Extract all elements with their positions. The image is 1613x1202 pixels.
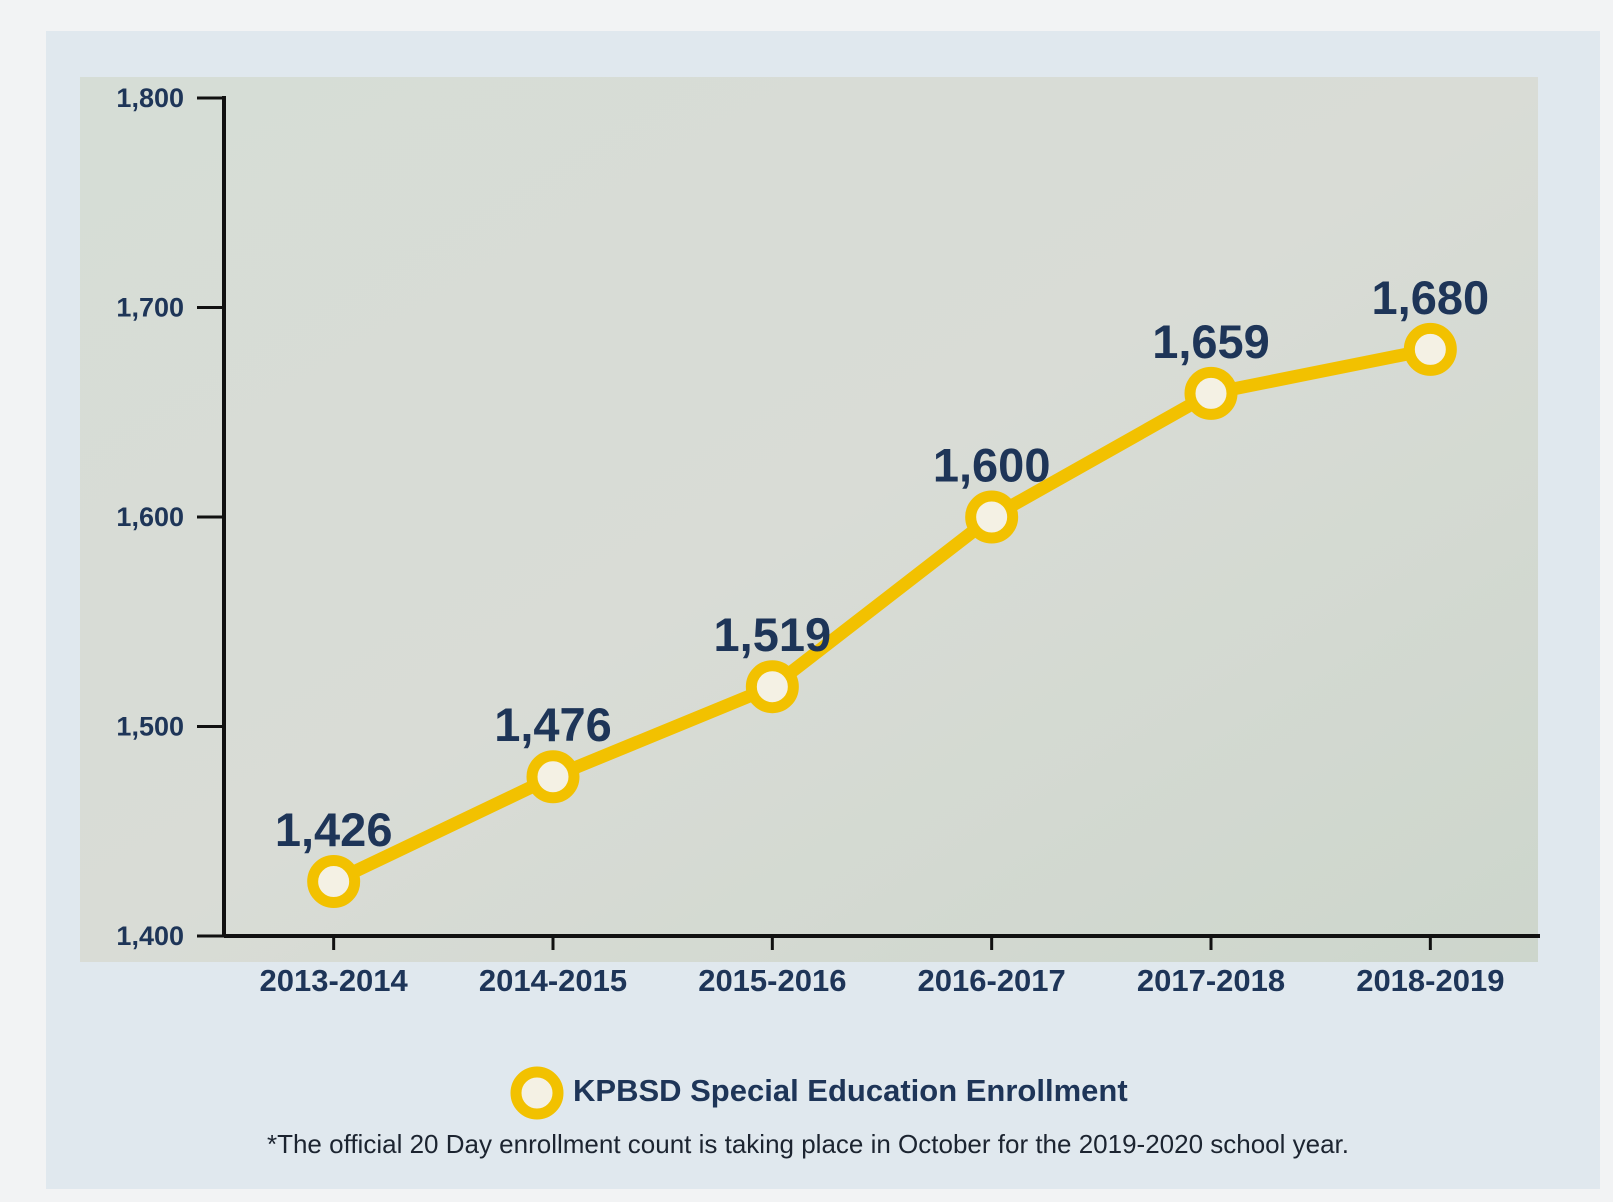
data-label: 1,600 [933, 438, 1051, 491]
x-tick-label: 2014-2015 [479, 963, 627, 998]
marker [526, 750, 580, 804]
legend-marker [510, 1066, 564, 1120]
marker [745, 660, 799, 714]
line [330, 343, 1432, 888]
marker [965, 490, 1019, 544]
x-tick-label: 2015-2016 [698, 963, 846, 998]
x-tick-label: 2013-2014 [260, 963, 409, 998]
footnote: *The official 20 Day enrollment count is… [267, 1129, 1349, 1159]
y-tick-label: 1,400 [116, 921, 184, 951]
data-label: 1,680 [1372, 271, 1490, 324]
x-tick-label: 2016-2017 [918, 963, 1066, 998]
data-label: 1,476 [494, 698, 612, 751]
marker [1184, 366, 1238, 420]
data-label: 1,519 [714, 608, 832, 661]
marker [307, 855, 361, 909]
legend-label: KPBSD Special Education Enrollment [573, 1073, 1128, 1108]
photo-background [80, 77, 1538, 962]
marker [1403, 322, 1457, 376]
x-tick-label: 2017-2018 [1137, 963, 1285, 998]
y-tick-label: 1,600 [116, 502, 184, 532]
y-tick-label: 1,700 [116, 293, 184, 323]
y-tick-label: 1,500 [116, 712, 184, 742]
y-tick-label: 1,800 [116, 83, 184, 113]
data-label: 1,659 [1152, 315, 1270, 368]
x-tick-label: 2018-2019 [1356, 963, 1504, 998]
data-label: 1,426 [275, 803, 393, 856]
